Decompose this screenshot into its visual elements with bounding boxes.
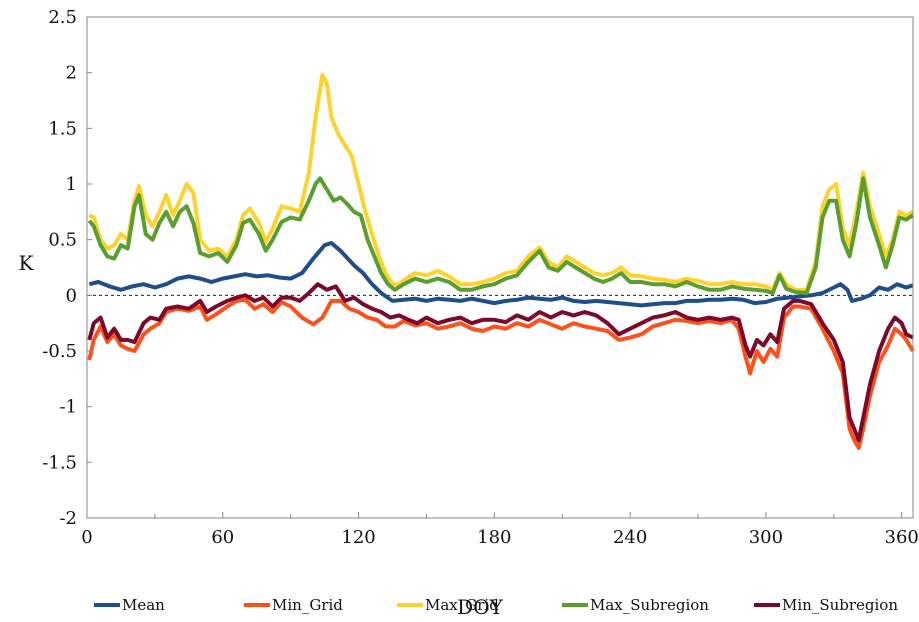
legend-item: Max_Grid — [397, 596, 499, 614]
legend-item: Min_Subregion — [754, 596, 898, 614]
series-line-mean — [88, 241, 914, 308]
legend-label: Max_Subregion — [590, 596, 709, 614]
x-tick-label: 60 — [211, 527, 234, 548]
x-tick-label: 0 — [81, 527, 92, 548]
x-tick-label: 180 — [477, 527, 511, 548]
y-tick-label: 0 — [66, 285, 77, 306]
x-tick-label: 240 — [613, 527, 647, 548]
y-tick-label: 1.5 — [48, 118, 77, 139]
y-axis-title: K — [19, 251, 35, 275]
series-lines — [87, 72, 915, 450]
y-tick-label: -2 — [59, 508, 77, 529]
series-line-min-grid — [87, 297, 915, 450]
series-line-min-subregion — [87, 282, 914, 443]
series-line-max-grid — [88, 72, 914, 292]
legend-item: Min_Grid — [244, 596, 343, 614]
y-tick-label: 2 — [66, 63, 77, 84]
legend-label: Min_Subregion — [782, 596, 898, 614]
legend: Mean Min_Grid Max_Grid Max_Subregion Min_Sub… — [94, 596, 898, 614]
y-tick-label: -0.5 — [42, 341, 77, 362]
y-axis-ticks: -2 -1.5 -1 -0.5 0 0.5 1 1.5 2 2.5 — [42, 7, 92, 529]
x-axis-ticks: 0 60 120 180 240 300 360 — [81, 512, 919, 548]
legend-label: Mean — [122, 596, 165, 614]
x-tick-label: 360 — [885, 527, 919, 548]
legend-item: Max_Subregion — [562, 596, 709, 614]
x-axis-title: DOY — [457, 595, 503, 619]
y-tick-label: 1 — [66, 174, 77, 195]
y-tick-label: -1 — [59, 397, 77, 418]
legend-item: Mean — [94, 596, 165, 614]
x-tick-label: 120 — [341, 527, 375, 548]
y-tick-label: -1.5 — [42, 452, 77, 473]
y-tick-label: 0.5 — [48, 230, 77, 251]
series-line-max-subregion — [87, 176, 915, 296]
plot-frame — [86, 16, 914, 519]
legend-label: Max_Grid — [425, 596, 499, 614]
legend-label: Min_Grid — [272, 596, 343, 614]
x-tick-label: 300 — [749, 527, 783, 548]
y-tick-label: 2.5 — [48, 7, 77, 28]
